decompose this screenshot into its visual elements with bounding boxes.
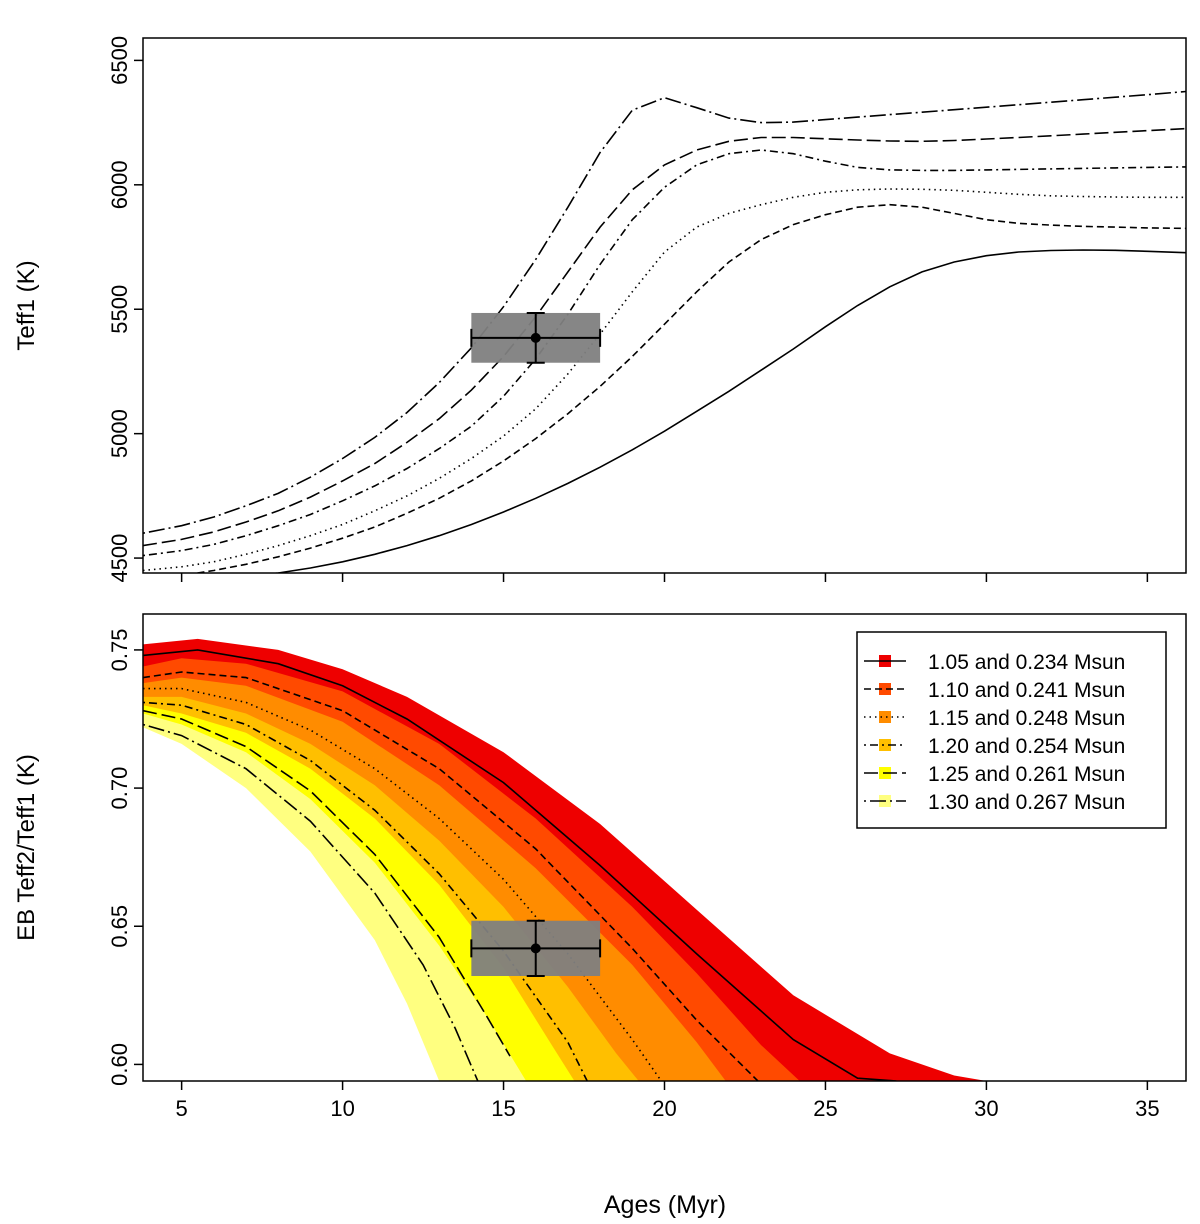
legend-entry-label: 1.25 and 0.261 Msun [928, 763, 1125, 786]
top-y-tick-label: 5500 [107, 285, 132, 334]
teff1-curve-1-05-and-0-234-msun [269, 249, 1186, 573]
teff1-curve-1-15-and-0-248-msun [143, 188, 1186, 572]
legend: 1.05 and 0.234 Msun 1.10 and 0.241 Msun 1.… [856, 631, 1167, 829]
bottom-measurement [470, 919, 602, 977]
top-data-point [530, 332, 541, 343]
x-axis-label: Ages (Myr) [604, 1191, 726, 1219]
ratio-curve-1-30-and-0-267-msun [143, 723, 479, 1081]
legend-swatch [879, 711, 891, 723]
teff1-curve-1-20-and-0-254-msun [143, 149, 1186, 557]
bottom-x-tick-label: 15 [491, 1096, 515, 1121]
ratio-curve-1-10-and-0-241-msun [143, 671, 759, 1081]
bottom-x-tick-label: 30 [974, 1096, 998, 1121]
top-series-group [143, 90, 1186, 573]
legend-entry-label: 1.10 and 0.241 Msun [928, 679, 1125, 702]
teff1-curve-1-25-and-0-261-msun [143, 127, 1186, 547]
legend-swatch [879, 683, 891, 695]
top-y-tick-label: 5000 [107, 409, 132, 458]
legend-box [856, 631, 1167, 829]
bottom-y-tick-label: 0.65 [107, 905, 132, 948]
legend-swatch [879, 739, 891, 751]
ratio-curve-1-20-and-0-254-msun [143, 701, 588, 1081]
bottom-data-point [530, 943, 541, 954]
bottom-y-axis-label: EB Teff2/Teff1 (K) [13, 754, 40, 941]
legend-entry-label: 1.20 and 0.254 Msun [928, 735, 1125, 758]
ratio-curve-1-05-and-0-234-msun [143, 649, 897, 1081]
bottom-y-tick-label: 0.75 [107, 629, 132, 672]
top-y-axis-label: Teff1 (K) [13, 260, 40, 350]
top-y-tick-label: 4500 [107, 534, 132, 583]
top-y-tick-label: 6500 [107, 36, 132, 85]
bottom-x-tick-label: 5 [176, 1096, 188, 1121]
bottom-y-tick-label: 0.60 [107, 1043, 132, 1086]
bottom-x-tick-label: 20 [652, 1096, 676, 1121]
legend-entry-label: 1.05 and 0.234 Msun [928, 651, 1125, 674]
legend-entry-label: 1.30 and 0.267 Msun [928, 791, 1125, 814]
top-y-tick-label: 6000 [107, 160, 132, 209]
ratio-curve-1-15-and-0-248-msun [143, 687, 662, 1081]
legend-entry-label: 1.15 and 0.248 Msun [928, 707, 1125, 730]
band-lower-edge-1-30-and-0-267-msun [143, 727, 440, 1081]
top-measurement [470, 311, 602, 364]
bottom-x-tick-label: 35 [1135, 1096, 1159, 1121]
bottom-x-tick-label: 25 [813, 1096, 837, 1121]
bottom-y-tick-label: 0.70 [107, 767, 132, 810]
teff1-curve-1-30-and-0-267-msun [143, 90, 1186, 534]
teff1-curve-1-10-and-0-241-msun [192, 203, 1186, 573]
top-panel: 4500 5000 5500 6000 6500 Teff1 (K) [13, 36, 1187, 583]
bottom-panel: 5 10 15 20 25 30 35 0.60 0.65 0.70 0.75 EB Teff2/Te… [13, 613, 1187, 1121]
bottom-x-tick-label: 10 [330, 1096, 354, 1121]
top-plot-frame [142, 37, 1187, 574]
bottom-plot-frame [142, 613, 1187, 1082]
bottom-bands-group [143, 638, 987, 1081]
ratio-curve-1-25-and-0-261-msun [143, 709, 511, 1057]
